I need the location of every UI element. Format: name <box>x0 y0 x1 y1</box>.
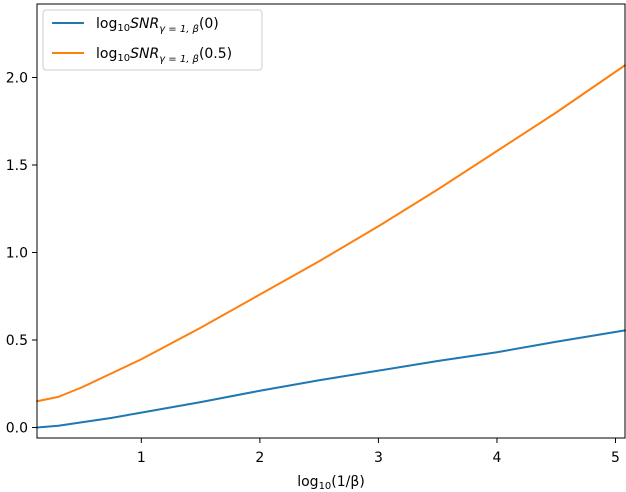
legend-1-snr: SNR <box>130 46 159 62</box>
legend-0-main: log <box>96 16 117 32</box>
legend-1-sub1: 10 <box>117 53 130 64</box>
y-axis-ticks: 0.0 0.5 1.0 1.5 2.0 <box>6 71 37 437</box>
x-tick-label: 2 <box>255 450 264 466</box>
legend-0-sub1: 10 <box>117 23 130 34</box>
y-tick-label: 0.5 <box>6 333 28 349</box>
series-layer <box>36 64 626 429</box>
x-axis-label-sub: 10 <box>319 481 332 492</box>
x-axis-label: log10(1/β) <box>297 474 365 492</box>
plot-frame <box>36 3 626 439</box>
y-tick-label: 2.0 <box>6 71 28 87</box>
plot-area <box>37 4 625 438</box>
x-tick-label: 3 <box>374 450 383 466</box>
x-axis-label-main: log <box>297 474 318 490</box>
y-tick-label: 0.0 <box>6 421 28 437</box>
legend-0-sub2: γ = 1, β <box>159 24 199 35</box>
legend-0-arg: (0) <box>199 16 219 32</box>
series-line-1 <box>36 64 626 403</box>
x-axis-label-rest: (1/β) <box>331 474 364 490</box>
legend: log10SNRγ = 1, β(0) log10SNRγ = 1, β(0.5… <box>42 9 263 71</box>
legend-box <box>42 9 263 71</box>
x-tick-label: 5 <box>611 450 620 466</box>
x-axis-ticks: 1 2 3 4 5 <box>137 438 620 466</box>
legend-1-arg: (0.5) <box>199 46 232 62</box>
legend-1-sub2: γ = 1, β <box>159 54 199 65</box>
legend-1-main: log <box>96 46 117 62</box>
legend-label-series-1: log10SNRγ = 1, β(0.5) <box>96 46 232 65</box>
x-tick-label: 4 <box>493 450 502 466</box>
y-tick-label: 1.5 <box>6 158 28 174</box>
legend-0-snr: SNR <box>130 16 159 32</box>
x-tick-label: 1 <box>137 450 146 466</box>
series-line-0 <box>36 329 626 429</box>
legend-label-series-0: log10SNRγ = 1, β(0) <box>96 16 219 35</box>
y-tick-label: 1.0 <box>6 246 28 262</box>
